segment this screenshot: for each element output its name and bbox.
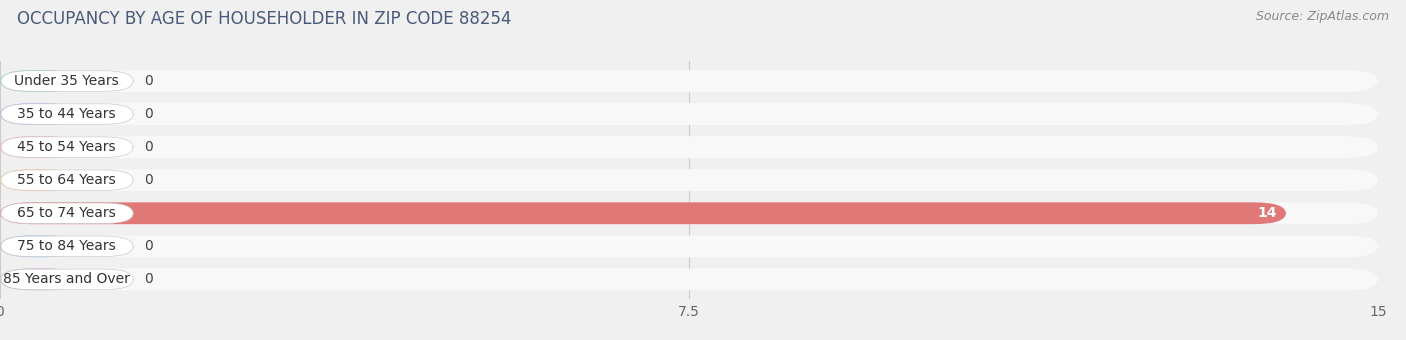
FancyBboxPatch shape [1, 203, 134, 223]
Text: 0: 0 [145, 272, 153, 286]
Text: Under 35 Years: Under 35 Years [14, 74, 120, 88]
FancyBboxPatch shape [0, 235, 79, 257]
Text: 14: 14 [1257, 206, 1277, 220]
FancyBboxPatch shape [1, 137, 134, 157]
Text: 0: 0 [145, 173, 153, 187]
FancyBboxPatch shape [1, 269, 134, 290]
Text: 0: 0 [145, 107, 153, 121]
FancyBboxPatch shape [1, 236, 134, 257]
Text: 0: 0 [145, 140, 153, 154]
Text: 0: 0 [145, 74, 153, 88]
FancyBboxPatch shape [1, 170, 134, 190]
Text: 45 to 54 Years: 45 to 54 Years [17, 140, 115, 154]
Text: 65 to 74 Years: 65 to 74 Years [17, 206, 115, 220]
FancyBboxPatch shape [0, 235, 1378, 257]
FancyBboxPatch shape [1, 71, 134, 91]
FancyBboxPatch shape [0, 70, 79, 92]
Text: 35 to 44 Years: 35 to 44 Years [17, 107, 115, 121]
Text: 85 Years and Over: 85 Years and Over [3, 272, 129, 286]
FancyBboxPatch shape [0, 136, 79, 158]
FancyBboxPatch shape [0, 202, 1286, 224]
FancyBboxPatch shape [0, 169, 79, 191]
Text: 55 to 64 Years: 55 to 64 Years [17, 173, 115, 187]
Text: OCCUPANCY BY AGE OF HOUSEHOLDER IN ZIP CODE 88254: OCCUPANCY BY AGE OF HOUSEHOLDER IN ZIP C… [17, 10, 512, 28]
FancyBboxPatch shape [0, 269, 1378, 290]
FancyBboxPatch shape [0, 70, 1378, 92]
FancyBboxPatch shape [0, 269, 79, 290]
Text: 0: 0 [145, 239, 153, 253]
FancyBboxPatch shape [0, 202, 1378, 224]
FancyBboxPatch shape [0, 136, 1378, 158]
FancyBboxPatch shape [0, 103, 79, 125]
FancyBboxPatch shape [1, 104, 134, 124]
FancyBboxPatch shape [0, 169, 1378, 191]
FancyBboxPatch shape [0, 103, 1378, 125]
Text: 75 to 84 Years: 75 to 84 Years [17, 239, 115, 253]
Text: Source: ZipAtlas.com: Source: ZipAtlas.com [1256, 10, 1389, 23]
